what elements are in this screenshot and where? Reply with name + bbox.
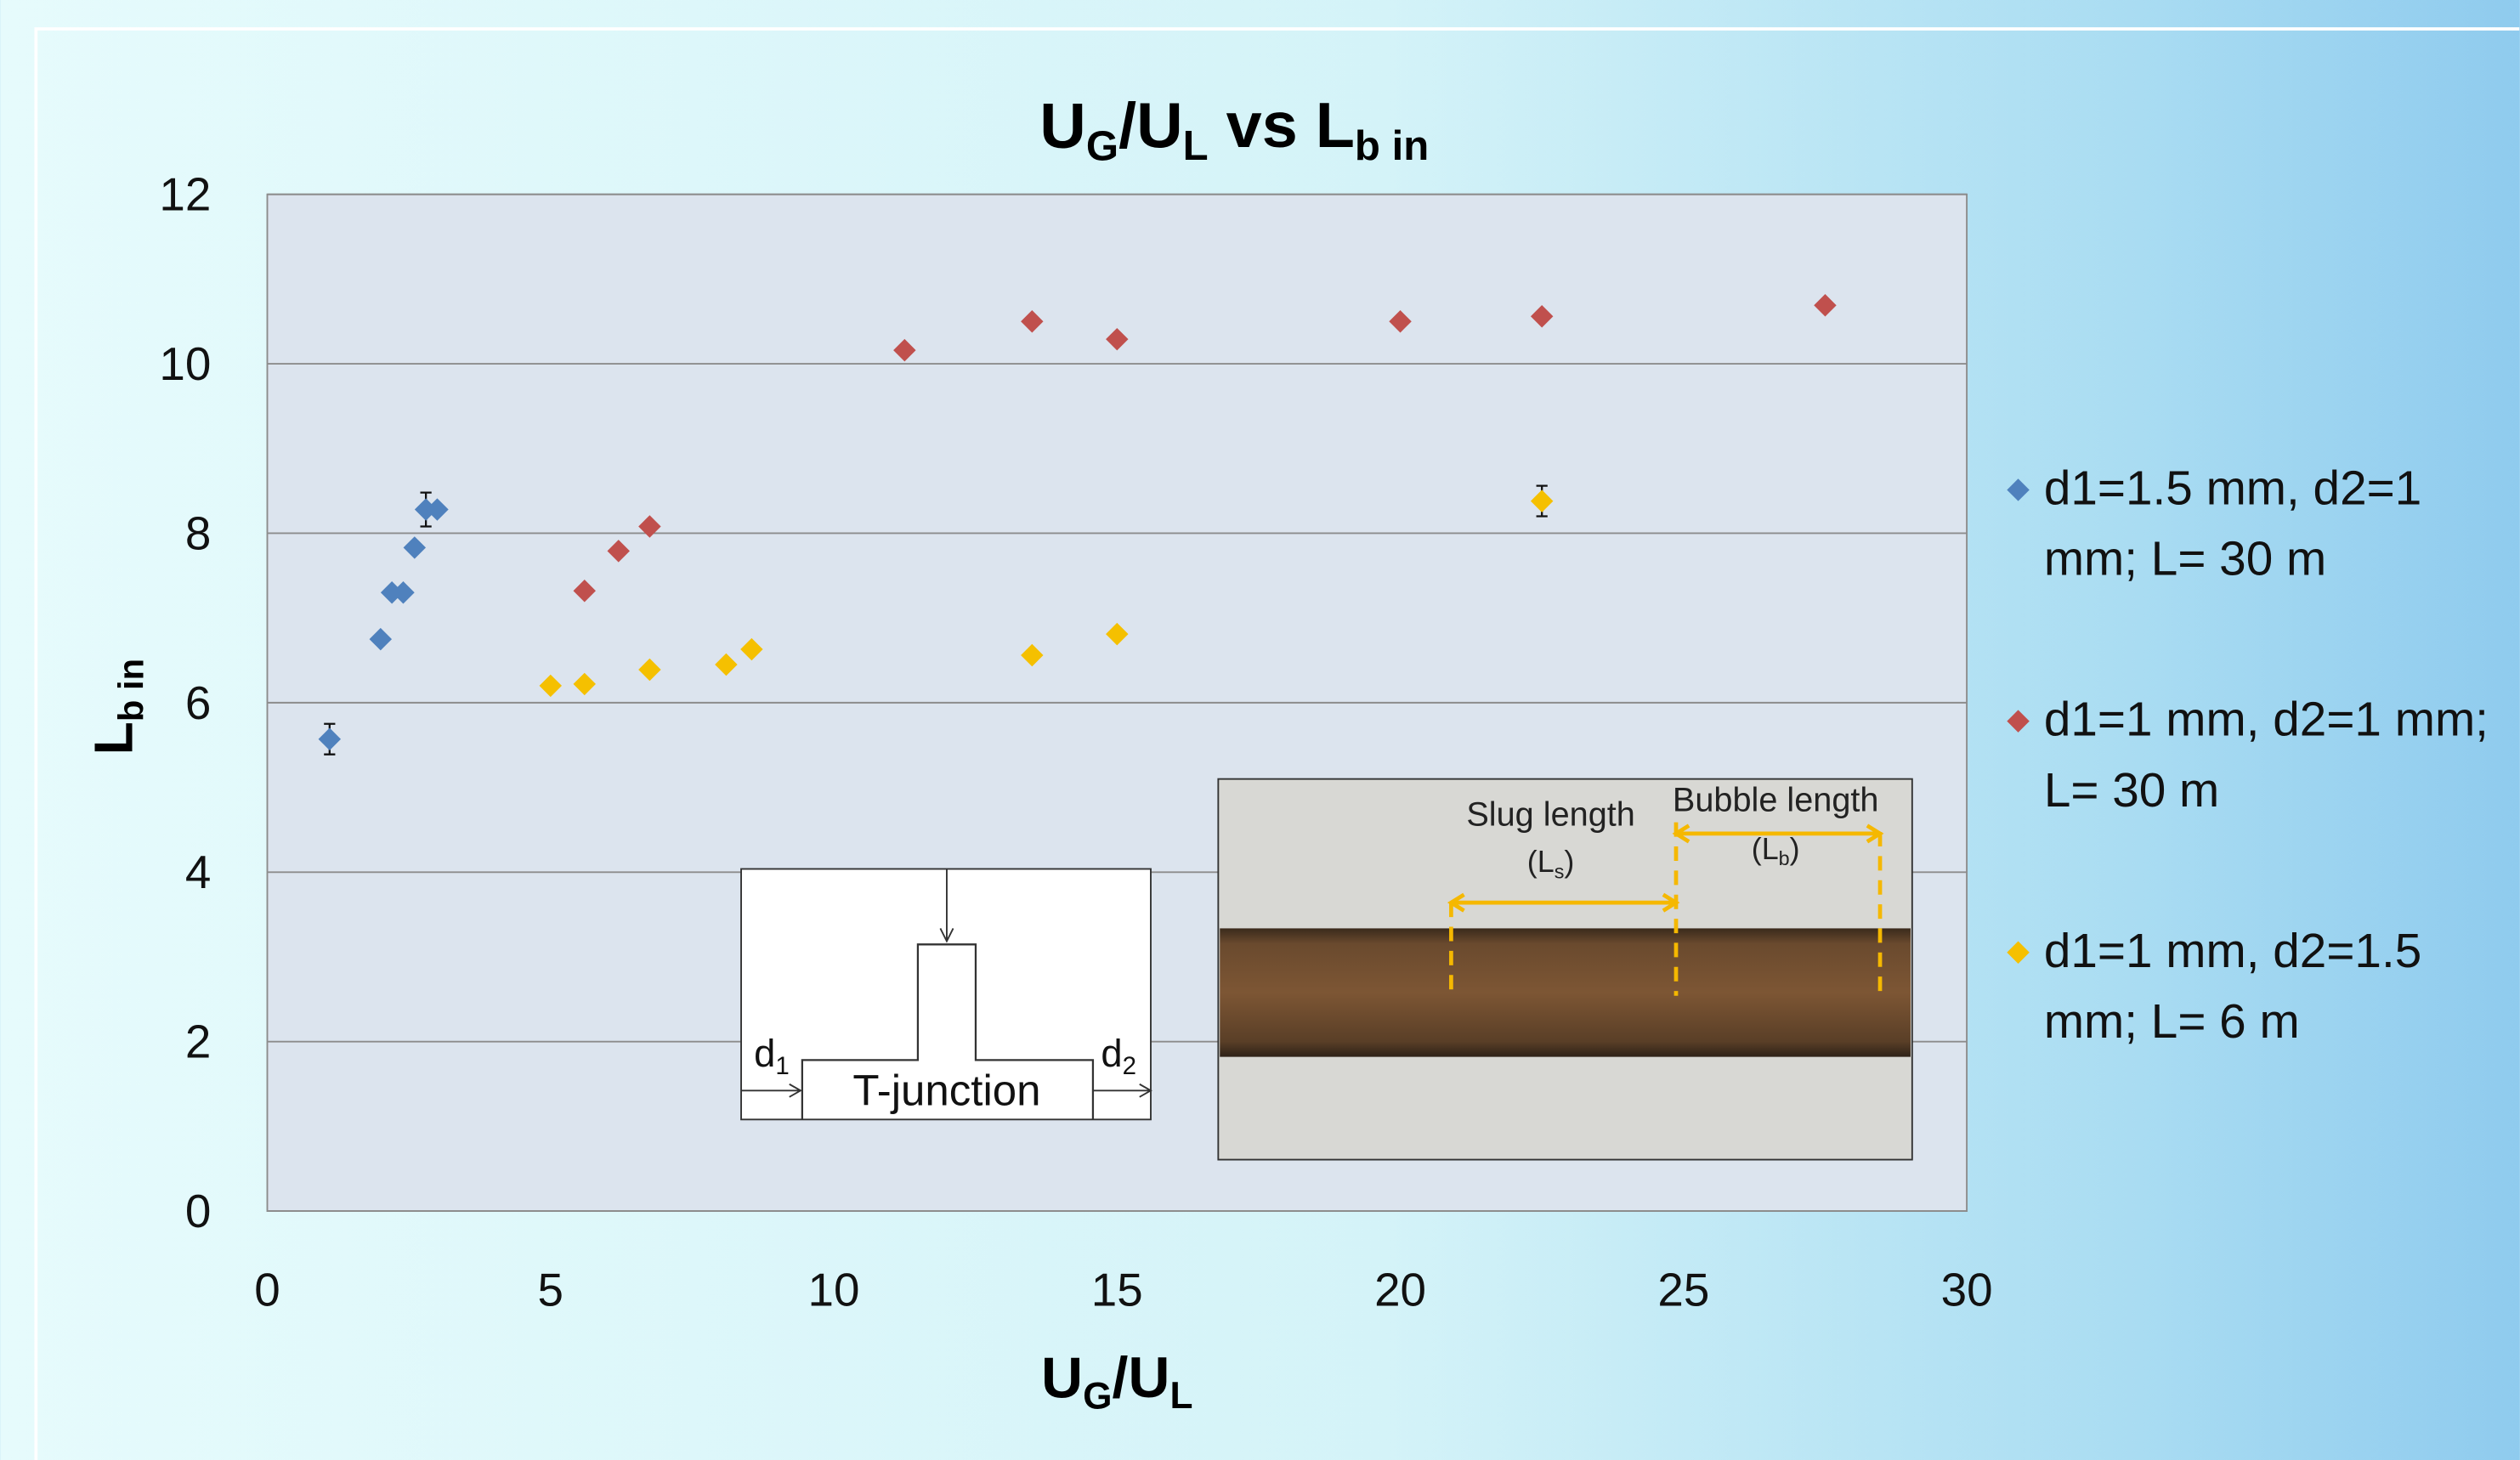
legend-marker [2007, 478, 2030, 501]
legend-entry: d1=1 mm, d2=1.5 mm; L= 6 m [2043, 925, 2422, 1050]
legend-marker [2007, 710, 2030, 733]
junction-shape [801, 943, 1095, 1120]
text-part: (L [1527, 845, 1554, 879]
x-tick-label: 30 [1941, 1264, 1993, 1316]
inset-label: T-junction [852, 1066, 1040, 1114]
legend-entry: d1=1 mm, d2=1 mm; L= 30 m [2043, 693, 2489, 818]
photo-label: Slug length [1466, 795, 1635, 833]
text-part: L [1183, 123, 1209, 169]
text-part: U [1041, 1345, 1083, 1410]
legend-marker [2007, 941, 2030, 964]
text-part: G [1083, 1376, 1112, 1418]
text-part: U [1039, 91, 1086, 162]
text-part: /U [1113, 1345, 1170, 1410]
grid [267, 193, 1968, 1212]
text-part: /U [1118, 91, 1183, 162]
inset-label: d1 [754, 1032, 790, 1080]
t-junction-inset: T-junction d1 d2 [740, 868, 1152, 1121]
legend-label: d1=1.5 mm, d2=1 mm; L= 30 m [2043, 462, 2422, 586]
y-tick-label: 8 [185, 506, 211, 559]
point [1021, 310, 1044, 333]
y-tick-label: 4 [185, 846, 211, 898]
point [1106, 622, 1129, 646]
photo-label: Bubble length [1673, 781, 1879, 818]
legend-entry: d1=1.5 mm, d2=1 mm; L= 30 m [2043, 462, 2422, 586]
dimension-lines [1447, 822, 1884, 999]
legend-label: d1=1 mm, d2=1.5 mm; L= 6 m [2043, 925, 2422, 1050]
arrow [939, 869, 954, 943]
point [414, 498, 438, 521]
point [1106, 327, 1129, 351]
arrow [741, 1083, 802, 1098]
text-part: d [754, 1032, 775, 1075]
text-part: b in [110, 659, 150, 722]
point [740, 637, 763, 661]
legend-label: d1=1 mm, d2=1 mm; L= 30 m [2043, 693, 2489, 818]
arrow [1092, 1083, 1152, 1098]
point [1530, 489, 1554, 512]
text-part: G [1086, 124, 1118, 170]
y-tick-label: 10 [159, 337, 211, 390]
text-part: b in [1355, 123, 1429, 169]
photo-label: (Lb) [1752, 832, 1800, 869]
text-part: ) [1564, 845, 1574, 879]
chart-title: UG/UL vs Lb in [1039, 90, 1429, 169]
text-part: (L [1752, 832, 1779, 866]
point [893, 338, 916, 362]
y-tick-label: 2 [185, 1016, 211, 1068]
inset-label: d2 [1101, 1032, 1136, 1080]
frame [34, 27, 2520, 1460]
point [369, 627, 393, 651]
text-part: 2 [1123, 1052, 1136, 1080]
text-part: d [1101, 1032, 1122, 1075]
tube [1220, 928, 1911, 1057]
x-tick-label: 25 [1657, 1264, 1709, 1316]
text-part: ) [1790, 832, 1800, 866]
y-tick-label: 0 [185, 1185, 211, 1237]
text-part: 1 [775, 1052, 789, 1080]
x-axis-title: UG/UL [1041, 1345, 1193, 1418]
text-part: b [1779, 847, 1790, 869]
y-tick-label: 12 [159, 168, 211, 221]
x-tick-label: 0 [254, 1264, 280, 1316]
x-tick-label: 15 [1091, 1264, 1143, 1316]
y-tick-label: 6 [185, 676, 211, 729]
text-part: vs L [1209, 90, 1355, 161]
text-part: L [83, 722, 144, 755]
y-axis-title: Lb in [83, 659, 151, 755]
point [1814, 294, 1837, 317]
x-tick-label: 10 [808, 1264, 860, 1316]
point [426, 498, 449, 521]
text-part: s [1554, 860, 1565, 882]
x-tick-label: 5 [538, 1264, 563, 1316]
x-tick-label: 20 [1374, 1264, 1426, 1316]
photo-label: (Ls) [1527, 845, 1575, 882]
text-part: L [1170, 1375, 1193, 1417]
photo-inset: Slug length (Ls) Bubble length (Lb) [1217, 778, 1913, 1161]
point [1389, 310, 1412, 333]
